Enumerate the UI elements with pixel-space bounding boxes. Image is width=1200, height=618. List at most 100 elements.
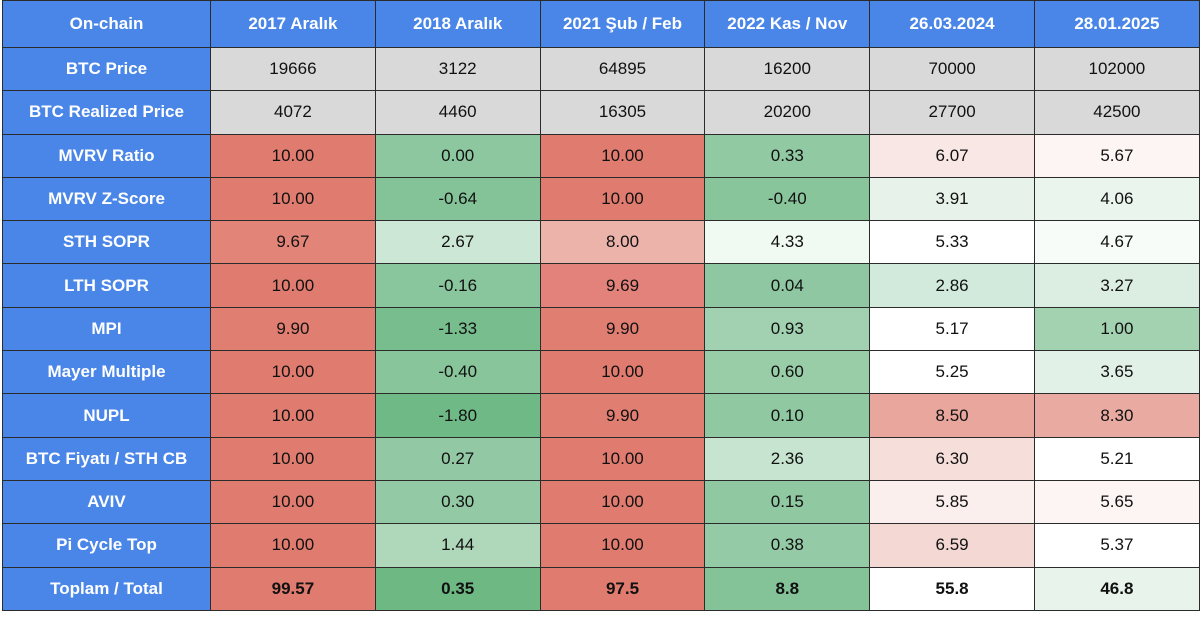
table-cell: 102000 bbox=[1033, 46, 1200, 92]
table-cell: 10.00 bbox=[210, 479, 376, 525]
table-cell: 3.65 bbox=[1033, 350, 1200, 395]
table-row: Mayer Multiple 10.00 -0.40 10.00 0.60 5.25 3.6… bbox=[2, 350, 1200, 395]
table-cell: 10.00 bbox=[539, 523, 706, 568]
table-cell: 10.00 bbox=[539, 133, 706, 178]
table-cell: 0.15 bbox=[704, 479, 871, 525]
table-cell: 8.50 bbox=[869, 393, 1035, 438]
table-cell: 1.44 bbox=[374, 523, 541, 568]
table-cell: -0.40 bbox=[704, 176, 871, 222]
table-cell: -1.80 bbox=[374, 393, 541, 438]
table-cell: -1.33 bbox=[374, 306, 541, 352]
table-cell: 10.00 bbox=[210, 176, 376, 222]
table-cell: 3.91 bbox=[869, 176, 1035, 222]
table-cell: 97.5 bbox=[539, 566, 706, 611]
header-cell-2022-nov: 2022 Kas / Nov bbox=[704, 0, 871, 48]
table-cell: 6.07 bbox=[869, 133, 1035, 178]
table-row: Pi Cycle Top 10.00 1.44 10.00 0.38 6.59 5.37 bbox=[2, 523, 1200, 568]
table-cell: 4.06 bbox=[1033, 176, 1200, 222]
table-cell: 10.00 bbox=[539, 436, 706, 481]
table-cell: 55.8 bbox=[869, 566, 1035, 611]
table-cell: 4072 bbox=[210, 90, 376, 135]
table-cell: 70000 bbox=[869, 46, 1035, 92]
row-label: Toplam / Total bbox=[2, 566, 211, 611]
table-cell: 46.8 bbox=[1033, 566, 1200, 611]
table-cell: 6.59 bbox=[869, 523, 1035, 568]
table-cell: 5.17 bbox=[869, 306, 1035, 352]
row-label: MVRV Ratio bbox=[2, 133, 211, 178]
table-cell: 5.21 bbox=[1033, 436, 1200, 481]
table-row: NUPL 10.00 -1.80 9.90 0.10 8.50 8.30 bbox=[2, 393, 1200, 438]
table-cell: 10.00 bbox=[210, 436, 376, 481]
row-label: BTC Price bbox=[2, 46, 211, 92]
table-cell: 16200 bbox=[704, 46, 871, 92]
table-cell: 20200 bbox=[704, 90, 871, 135]
table-cell: 99.57 bbox=[210, 566, 376, 611]
table-row: BTC Price 19666 3122 64895 16200 70000 102000 bbox=[2, 46, 1200, 92]
row-label: NUPL bbox=[2, 393, 211, 438]
table-cell: 6.30 bbox=[869, 436, 1035, 481]
table-cell: 9.90 bbox=[210, 306, 376, 352]
table-cell: 64895 bbox=[539, 46, 706, 92]
table-cell: 0.60 bbox=[704, 350, 871, 395]
table-cell: 3.27 bbox=[1033, 263, 1200, 308]
table-cell: 9.90 bbox=[539, 393, 706, 438]
table-cell: 0.33 bbox=[704, 133, 871, 178]
table-row: LTH SOPR 10.00 -0.16 9.69 0.04 2.86 3.27 bbox=[2, 263, 1200, 308]
table-cell: -0.64 bbox=[374, 176, 541, 222]
table-cell: 9.67 bbox=[210, 220, 376, 265]
row-label: STH SOPR bbox=[2, 220, 211, 265]
table-cell: 27700 bbox=[869, 90, 1035, 135]
table-cell: -0.40 bbox=[374, 350, 541, 395]
table-cell: 0.30 bbox=[374, 479, 541, 525]
table-cell: 2.86 bbox=[869, 263, 1035, 308]
table-cell: 5.65 bbox=[1033, 479, 1200, 525]
table-cell: 0.38 bbox=[704, 523, 871, 568]
table-cell: 19666 bbox=[210, 46, 376, 92]
table-cell: 0.27 bbox=[374, 436, 541, 481]
table-cell: 8.8 bbox=[704, 566, 871, 611]
table-cell: 8.30 bbox=[1033, 393, 1200, 438]
table-cell: 1.00 bbox=[1033, 306, 1200, 352]
table-cell: 10.00 bbox=[539, 176, 706, 222]
table-cell: 0.10 bbox=[704, 393, 871, 438]
table-cell: 4460 bbox=[374, 90, 541, 135]
table-cell: 0.00 bbox=[374, 133, 541, 178]
table-cell: 3122 bbox=[374, 46, 541, 92]
table-cell: -0.16 bbox=[374, 263, 541, 308]
table-cell: 10.00 bbox=[210, 523, 376, 568]
table-cell: 0.04 bbox=[704, 263, 871, 308]
table-row: MVRV Z-Score 10.00 -0.64 10.00 -0.40 3.91 4.06 bbox=[2, 176, 1200, 222]
table-row: BTC Realized Price 4072 4460 16305 20200 2770… bbox=[2, 90, 1200, 135]
table-cell: 42500 bbox=[1033, 90, 1200, 135]
row-label: BTC Realized Price bbox=[2, 90, 211, 135]
table-row: MPI 9.90 -1.33 9.90 0.93 5.17 1.00 bbox=[2, 306, 1200, 352]
table-cell: 5.85 bbox=[869, 479, 1035, 525]
table-cell: 0.93 bbox=[704, 306, 871, 352]
header-cell-26-03-2024: 26.03.2024 bbox=[869, 0, 1035, 48]
table-cell: 4.67 bbox=[1033, 220, 1200, 265]
table-cell: 8.00 bbox=[539, 220, 706, 265]
table-cell: 5.25 bbox=[869, 350, 1035, 395]
table-cell: 10.00 bbox=[539, 350, 706, 395]
row-label: BTC Fiyatı / STH CB bbox=[2, 436, 211, 481]
table-cell: 9.90 bbox=[539, 306, 706, 352]
table-row: MVRV Ratio 10.00 0.00 10.00 0.33 6.07 5.67 bbox=[2, 133, 1200, 178]
table-cell: 10.00 bbox=[539, 479, 706, 525]
row-label: LTH SOPR bbox=[2, 263, 211, 308]
header-cell-2017-aralik: 2017 Aralık bbox=[210, 0, 376, 48]
table-cell: 9.69 bbox=[539, 263, 706, 308]
table-cell: 5.67 bbox=[1033, 133, 1200, 178]
header-cell-28-01-2025: 28.01.2025 bbox=[1033, 0, 1200, 48]
table-row: AVIV 10.00 0.30 10.00 0.15 5.85 5.65 bbox=[2, 479, 1200, 525]
table-cell: 16305 bbox=[539, 90, 706, 135]
table-cell: 10.00 bbox=[210, 393, 376, 438]
row-label: Pi Cycle Top bbox=[2, 523, 211, 568]
table-cell: 5.33 bbox=[869, 220, 1035, 265]
table-cell: 4.33 bbox=[704, 220, 871, 265]
table-cell: 2.67 bbox=[374, 220, 541, 265]
table-cell: 10.00 bbox=[210, 263, 376, 308]
table-cell: 5.37 bbox=[1033, 523, 1200, 568]
table-cell: 0.35 bbox=[374, 566, 541, 611]
